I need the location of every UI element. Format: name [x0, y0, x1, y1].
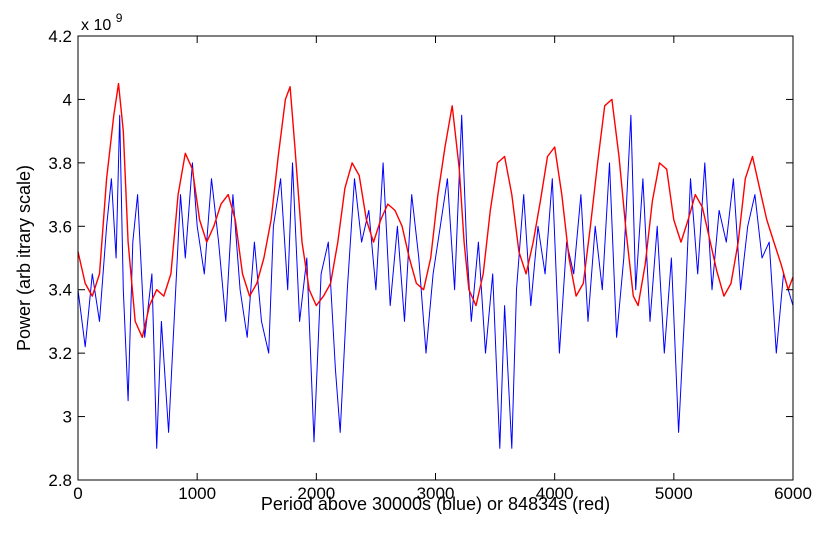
x-tick-label: 5000 [655, 484, 693, 503]
y-tick-label: 3.8 [48, 154, 72, 173]
x-tick-label: 1000 [178, 484, 216, 503]
series-line-red [77, 82, 794, 338]
x-tick-label: 4000 [536, 484, 574, 503]
y-tick-label: 2.8 [48, 471, 72, 490]
y-tick-label: 4.2 [48, 27, 72, 46]
x-tick-label: 3000 [417, 484, 455, 503]
x-axis-label: Period above 30000s (blue) or 84834s (re… [261, 494, 610, 514]
y-multiplier-exponent: 9 [116, 11, 123, 25]
y-tick-label: 3.4 [48, 281, 72, 300]
x-tick-label: 2000 [297, 484, 335, 503]
y-axis-label: Power (arb itrary scale) [14, 165, 34, 351]
y-tick-label: 4 [63, 90, 72, 109]
x-tick-label: 0 [73, 484, 82, 503]
y-tick-label: 3.2 [48, 344, 72, 363]
x-tick-label: 6000 [774, 484, 812, 503]
y-tick-label: 3 [63, 408, 72, 427]
y-multiplier-label: x 10 9 [81, 11, 123, 34]
y-tick-label: 3.6 [48, 217, 72, 236]
y-multiplier-base: x 10 [81, 17, 111, 34]
series-layer [77, 82, 794, 449]
series-line-blue [77, 114, 794, 449]
tick-layer: 0 1000 2000 3000 4000 5000 6000 2.8 3 3.2 3.4 3.6 3.… [48, 27, 812, 503]
